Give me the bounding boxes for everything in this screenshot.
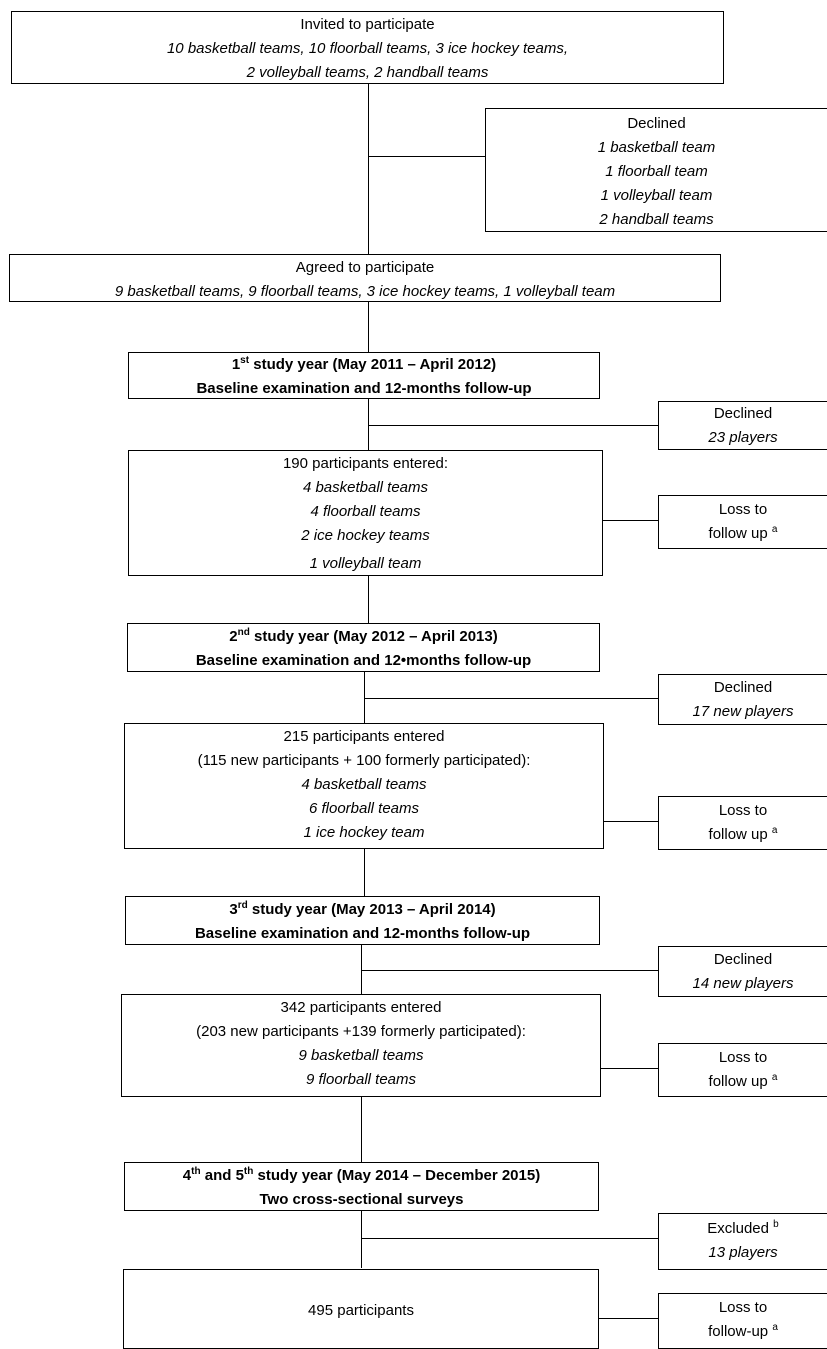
year2-team-item: 4 basketball teams — [301, 776, 427, 793]
connector — [364, 848, 365, 896]
year1-loss-box: Loss to follow up a — [658, 495, 827, 549]
year45-excluded-value: 13 players — [708, 1244, 778, 1261]
year45-participants: 495 participants — [308, 1302, 414, 1319]
declined-team-item: 1 basketball team — [597, 139, 716, 156]
connector — [368, 398, 369, 450]
year3-subtitle: Baseline examination and 12-months follo… — [194, 925, 531, 942]
declined-team-item: 2 handball teams — [599, 211, 714, 228]
connector — [600, 1068, 658, 1069]
year2-team-item: 6 floorball teams — [308, 800, 420, 817]
year3-title: 3rd study year (May 2013 – April 2014) — [229, 900, 496, 919]
year3-entered-box: 342 participants entered (203 new partic… — [121, 994, 601, 1097]
year1-subtitle: Baseline examination and 12-months follo… — [196, 380, 532, 397]
invited-title: Invited to participate — [300, 16, 435, 33]
connector — [602, 520, 658, 521]
declined-team-item: 1 volleyball team — [600, 187, 713, 204]
year1-declined-value: 23 players — [708, 429, 778, 446]
year3-loss-line-1: Loss to — [718, 1049, 768, 1066]
year3-declined-title: Declined — [713, 951, 773, 968]
year1-team-item: 4 basketball teams — [302, 479, 429, 496]
year1-entered-box: 190 participants entered: 4 basketball t… — [128, 450, 603, 576]
year1-team-item: 1 volleyball team — [309, 555, 422, 572]
year3-entered-detail: (203 new participants +139 formerly part… — [196, 1023, 526, 1040]
declined-team-item: 1 floorball team — [605, 163, 708, 180]
invited-teams-line-1: 10 basketball teams, 10 floorball teams,… — [166, 40, 569, 57]
connector — [364, 698, 658, 699]
year45-title: 4th and 5th study year (May 2014 – Decem… — [182, 1166, 541, 1185]
year2-declined-title: Declined — [713, 679, 773, 696]
year45-subtitle: Two cross-sectional surveys — [259, 1191, 464, 1208]
year3-declined-value: 14 new players — [692, 975, 794, 992]
year2-entered-box: 215 participants entered (115 new partic… — [124, 723, 604, 849]
year1-team-item: 4 floorball teams — [310, 503, 421, 520]
declined-teams-title: Declined — [627, 115, 686, 132]
year1-declined-box: Declined 23 players — [658, 401, 827, 450]
agreed-teams: 9 basketball teams, 9 floorball teams, 3… — [114, 283, 616, 300]
year2-entered-detail: (115 new participants + 100 formerly par… — [197, 752, 531, 769]
year2-loss-line-2: follow up a — [708, 825, 778, 844]
connector — [361, 944, 362, 994]
year3-loss-line-2: follow up a — [708, 1072, 778, 1091]
year2-loss-box: Loss to follow up a — [658, 796, 827, 850]
year2-title: 2nd study year (May 2012 – April 2013) — [229, 627, 498, 646]
year45-loss-box: Loss to follow-up a — [658, 1293, 827, 1349]
year2-subtitle: Baseline examination and 12•months follo… — [195, 652, 532, 669]
connector — [361, 1210, 362, 1268]
connector — [368, 83, 369, 254]
invited-teams-line-2: 2 volleyball teams, 2 handball teams — [246, 64, 489, 81]
year1-loss-line-1: Loss to — [718, 501, 768, 518]
year45-excluded-title: Excluded b — [707, 1219, 779, 1238]
connector — [368, 301, 369, 352]
connector — [368, 156, 485, 157]
connector — [603, 821, 658, 822]
year3-entered-title: 342 participants entered — [280, 999, 442, 1016]
year3-team-item: 9 basketball teams — [298, 1047, 424, 1064]
year45-loss-line-2: follow-up a — [708, 1322, 778, 1341]
connector — [368, 425, 658, 426]
year2-loss-line-1: Loss to — [718, 802, 768, 819]
year2-header-box: 2nd study year (May 2012 – April 2013) B… — [127, 623, 600, 672]
year2-declined-box: Declined 17 new players — [658, 674, 827, 725]
year2-team-item: 1 ice hockey team — [303, 824, 425, 841]
invited-box: Invited to participate 10 basketball tea… — [11, 11, 724, 84]
year45-loss-line-1: Loss to — [718, 1299, 768, 1316]
connector — [361, 1096, 362, 1162]
year45-excluded-box: Excluded b 13 players — [658, 1213, 827, 1270]
year45-participants-box: 495 participants — [123, 1269, 599, 1349]
connector — [361, 970, 658, 971]
year1-declined-title: Declined — [713, 405, 773, 422]
declined-teams-box: Declined 1 basketball team 1 floorball t… — [485, 108, 827, 232]
connector — [364, 671, 365, 723]
year1-header-box: 1st study year (May 2011 – April 2012) B… — [128, 352, 600, 399]
connector — [361, 1238, 658, 1239]
year3-declined-box: Declined 14 new players — [658, 946, 827, 997]
year1-title: 1st study year (May 2011 – April 2012) — [231, 355, 497, 374]
connector — [368, 575, 369, 623]
year1-team-item: 2 ice hockey teams — [301, 527, 430, 544]
year3-team-item: 9 floorball teams — [305, 1071, 417, 1088]
year45-header-box: 4th and 5th study year (May 2014 – Decem… — [124, 1162, 599, 1211]
agreed-title: Agreed to participate — [295, 259, 435, 276]
year2-entered-title: 215 participants entered — [283, 728, 445, 745]
year1-entered-title: 190 participants entered: — [282, 455, 449, 472]
year2-declined-value: 17 new players — [692, 703, 794, 720]
agreed-box: Agreed to participate 9 basketball teams… — [9, 254, 721, 302]
year1-loss-line-2: follow up a — [708, 524, 778, 543]
year3-header-box: 3rd study year (May 2013 – April 2014) B… — [125, 896, 600, 945]
connector — [598, 1318, 658, 1319]
year3-loss-box: Loss to follow up a — [658, 1043, 827, 1097]
